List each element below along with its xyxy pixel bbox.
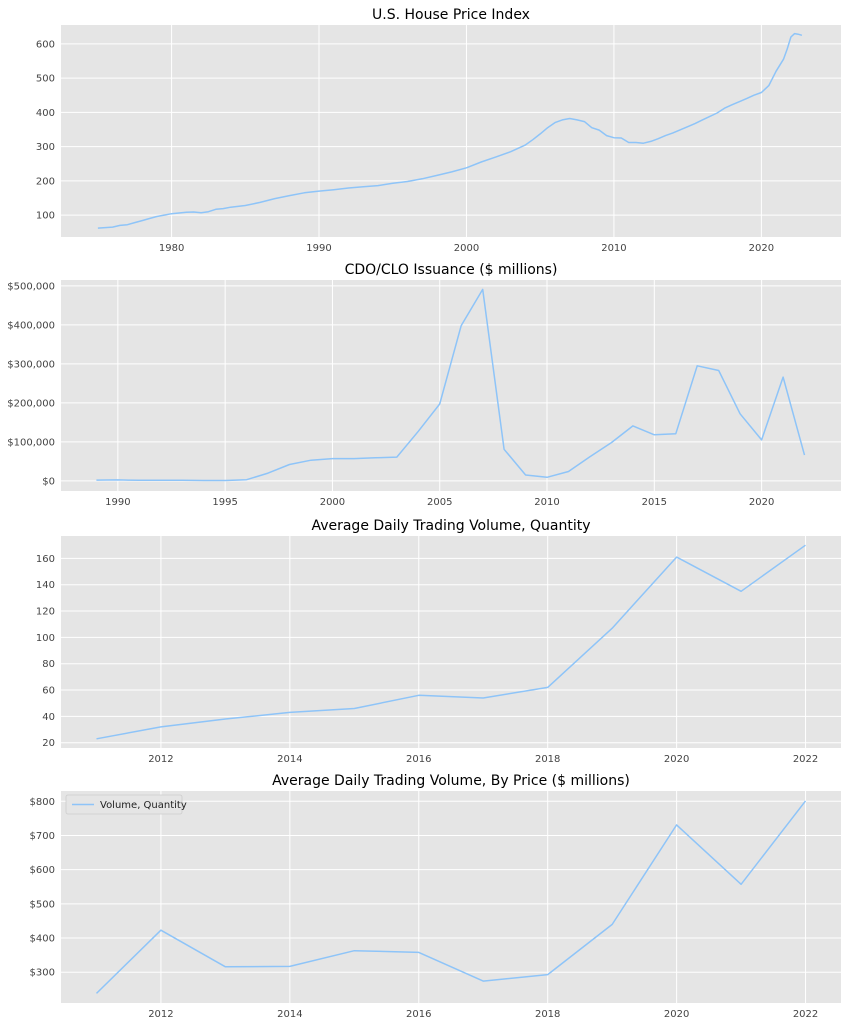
chart2-y-tick-label: $500,000	[7, 281, 55, 292]
chart3-y-tick-label: 20	[42, 738, 55, 749]
chart4-y-tick-label: $500	[30, 899, 55, 910]
chart2-y-tick-label: $400,000	[7, 320, 55, 331]
chart4-x-tick-label: 2022	[793, 1009, 818, 1020]
chart1-y-tick-label: 400	[36, 108, 55, 119]
chart4-x-tick-label: 2018	[535, 1009, 560, 1020]
chart4-legend-box	[65, 794, 183, 815]
chart1-plot-area	[61, 25, 841, 237]
chart3-group: 2012 2014 2016 2018 2020 2022 20 40 60 80 100 120 14…	[36, 518, 841, 765]
chart1-y-tick-label: 300	[36, 142, 55, 153]
chart2-x-tick-label: 2005	[427, 497, 452, 508]
chart4-y-tick-label: $700	[30, 831, 55, 842]
chart3-x-tick-label: 2018	[535, 754, 560, 765]
chart4-y-tick-label: $400	[30, 934, 55, 945]
chart1-y-tick-label: 100	[36, 211, 55, 222]
chart3-x-tick-label: 2022	[793, 754, 818, 765]
chart2-x-tick-label: 2000	[320, 497, 345, 508]
chart1-x-tick-label: 2020	[749, 243, 774, 254]
chart4-x-tick-label: 2012	[148, 1009, 173, 1020]
chart1-title: U.S. House Price Index	[372, 7, 530, 23]
chart1-y-tick-label: 200	[36, 176, 55, 187]
chart4-plot-area	[61, 791, 841, 1003]
chart3-y-tick-label: 160	[36, 554, 55, 565]
chart4-y-tick-label: $800	[30, 797, 55, 808]
chart3-x-tick-label: 2020	[664, 754, 689, 765]
chart2-series-line	[96, 288, 806, 482]
chart3-title: Average Daily Trading Volume, Quantity	[311, 518, 590, 534]
chart2-y-tick-label: $200,000	[7, 398, 55, 409]
chart1-x-tick-label: 1990	[306, 243, 331, 254]
chart3-plot-area	[61, 536, 841, 748]
chart2-x-tick-label: 2015	[642, 497, 667, 508]
chart1-group: 1980 1990 2000 2010 2020 100 200 300 400 500 600 U.…	[36, 7, 841, 254]
chart2-group: 1990 1995 2000 2005 2010 2015 2020 $0 $100,000 $2…	[7, 262, 841, 508]
chart2-x-tick-label: 2010	[534, 497, 559, 508]
chart4-x-tick-label: 2014	[277, 1009, 302, 1020]
chart3-y-tick-label: 120	[36, 607, 55, 618]
chart3-y-tick-label: 100	[36, 633, 55, 644]
chart1-y-tick-label: 500	[36, 74, 55, 85]
chart2-y-tick-label: $0	[42, 476, 55, 487]
chart4-y-tick-label: $600	[30, 865, 55, 876]
chart4-title: Average Daily Trading Volume, By Price (…	[272, 773, 630, 789]
chart1-x-tick-label: 2000	[454, 243, 479, 254]
chart1-x-tick-label: 1980	[159, 243, 184, 254]
chart3-y-tick-label: 80	[42, 659, 55, 670]
chart3-x-tick-label: 2014	[277, 754, 302, 765]
chart1-y-tick-label: 600	[36, 39, 55, 50]
chart3-y-tick-label: 40	[42, 712, 55, 723]
chart3-y-tick-label: 60	[42, 686, 55, 697]
chart2-y-tick-label: $100,000	[7, 437, 55, 448]
chart2-y-tick-label: $300,000	[7, 359, 55, 370]
chart4-group: 2012 2014 2016 2018 2020 2022 $300 $400 $500 $600…	[30, 773, 841, 1020]
chart4-x-tick-label: 2016	[406, 1009, 431, 1020]
chart4-legend: Volume, Quantity	[65, 794, 187, 815]
chart3-y-tick-label: 140	[36, 580, 55, 591]
chart4-series-line	[95, 800, 807, 994]
chart1-x-tick-label: 2010	[601, 243, 626, 254]
chart2-title: CDO/CLO Issuance ($ millions)	[345, 262, 558, 278]
chart2-x-tick-label: 1995	[212, 497, 237, 508]
chart4-legend-label: Volume, Quantity	[100, 800, 187, 811]
chart2-x-tick-label: 2020	[749, 497, 774, 508]
chart4-x-tick-label: 2020	[664, 1009, 689, 1020]
chart3-series-line	[96, 544, 806, 740]
chart3-x-tick-label: 2016	[406, 754, 431, 765]
chart3-x-tick-label: 2012	[148, 754, 173, 765]
chart2-plot-area	[61, 280, 841, 491]
chart2-x-tick-label: 1990	[105, 497, 130, 508]
chart4-y-tick-label: $300	[30, 968, 55, 979]
chart1-series-line	[97, 32, 803, 229]
